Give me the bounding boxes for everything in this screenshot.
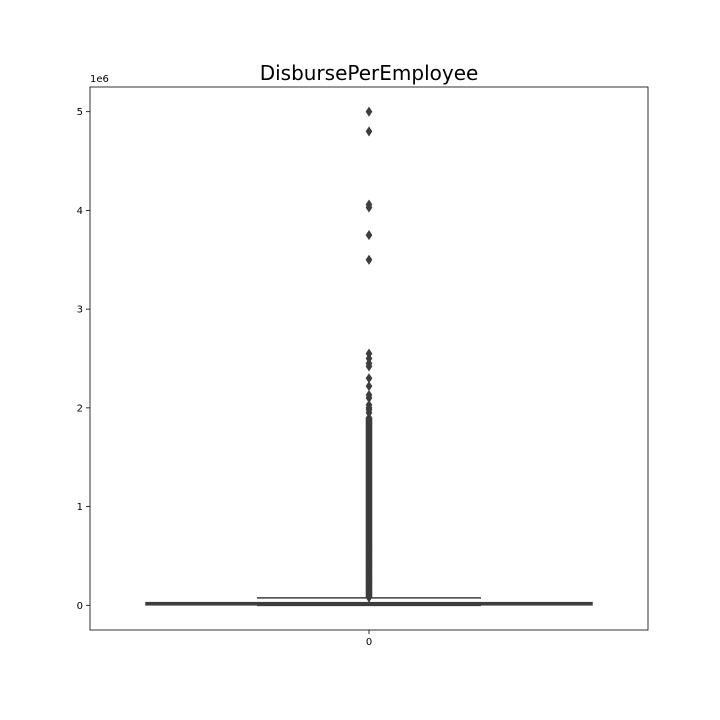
y-axis-exponent-label: 1e6	[90, 74, 109, 85]
outlier-dense-point	[365, 412, 373, 423]
outlier-point	[365, 254, 373, 265]
outlier-point	[365, 126, 373, 137]
x-axis: 0	[366, 630, 372, 648]
chart-title: DisbursePerEmployee	[260, 61, 479, 85]
outlier-point	[365, 399, 373, 410]
y-tick-label: 1	[77, 502, 83, 513]
x-tick-label: 0	[366, 637, 372, 648]
y-tick-label: 3	[77, 305, 83, 316]
y-axis: 0 1 2 3 4 5	[77, 107, 90, 612]
outlier-point	[365, 106, 373, 117]
outlier-point	[365, 381, 373, 392]
outlier-point	[365, 348, 373, 359]
y-tick-label: 2	[77, 403, 83, 414]
plot-area	[145, 106, 593, 607]
outlier-point	[365, 373, 373, 384]
outlier-point	[365, 199, 373, 210]
outlier-point	[365, 389, 373, 401]
outlier-point	[365, 230, 373, 241]
y-tick-label: 5	[77, 107, 83, 118]
y-tick-label: 4	[77, 206, 83, 217]
y-tick-label: 0	[77, 601, 83, 612]
